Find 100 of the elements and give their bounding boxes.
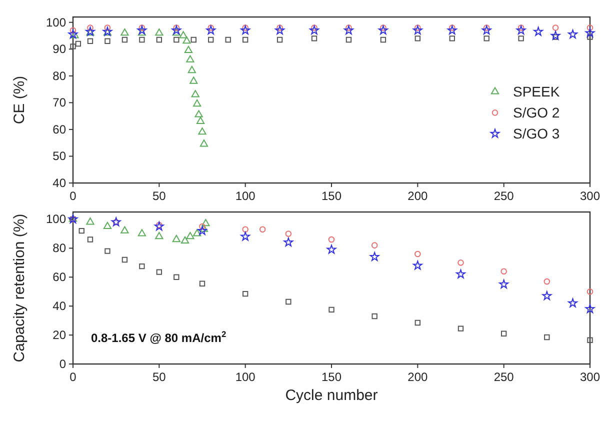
point bbox=[482, 25, 492, 34]
y-tick-label: 0 bbox=[59, 357, 66, 371]
point bbox=[544, 278, 550, 285]
y-tick-label: 60 bbox=[52, 270, 66, 284]
x-tick-label: 100 bbox=[235, 189, 256, 203]
x-tick-label: 100 bbox=[235, 370, 256, 384]
point bbox=[286, 298, 292, 305]
point bbox=[240, 25, 250, 34]
point bbox=[225, 36, 231, 43]
point bbox=[193, 99, 202, 107]
point bbox=[193, 229, 202, 236]
point bbox=[139, 36, 145, 43]
point bbox=[191, 90, 200, 98]
point bbox=[104, 38, 110, 44]
point bbox=[587, 34, 593, 40]
point bbox=[199, 223, 206, 230]
x-tick-label: 300 bbox=[580, 189, 600, 203]
point bbox=[156, 269, 162, 275]
point bbox=[174, 274, 180, 280]
point bbox=[190, 36, 196, 43]
point bbox=[344, 25, 354, 34]
x-tick-label: 50 bbox=[152, 370, 166, 384]
point bbox=[328, 236, 335, 243]
x-tick-label: 50 bbox=[152, 189, 166, 203]
point bbox=[70, 44, 76, 50]
y-tick-label: 40 bbox=[52, 176, 66, 190]
point bbox=[414, 250, 421, 258]
point bbox=[155, 28, 164, 36]
point bbox=[500, 330, 507, 336]
point bbox=[586, 288, 594, 295]
point bbox=[276, 36, 283, 43]
point bbox=[154, 222, 164, 231]
x-tick-label: 250 bbox=[494, 189, 514, 203]
point bbox=[196, 116, 205, 124]
point bbox=[484, 36, 490, 42]
point bbox=[550, 30, 560, 40]
point bbox=[458, 326, 464, 332]
point bbox=[414, 320, 421, 326]
point bbox=[87, 24, 94, 31]
point bbox=[534, 26, 544, 36]
point bbox=[179, 31, 188, 38]
point bbox=[500, 268, 507, 274]
point bbox=[186, 55, 194, 62]
point bbox=[156, 36, 162, 43]
point bbox=[285, 230, 292, 237]
point bbox=[174, 36, 180, 43]
point bbox=[370, 252, 380, 261]
point bbox=[585, 28, 595, 38]
x-tick-label: 250 bbox=[494, 370, 514, 384]
x-tick-label: 200 bbox=[408, 370, 428, 384]
x-tick-label: 150 bbox=[321, 370, 342, 384]
point bbox=[499, 279, 509, 288]
point bbox=[275, 25, 285, 34]
point bbox=[180, 236, 190, 244]
point bbox=[585, 304, 595, 314]
point bbox=[346, 36, 352, 43]
point bbox=[202, 218, 210, 226]
y-tick-label: 80 bbox=[52, 68, 66, 83]
point bbox=[518, 36, 524, 42]
point bbox=[242, 290, 248, 297]
point bbox=[155, 232, 164, 240]
point bbox=[414, 36, 421, 42]
point bbox=[542, 291, 552, 300]
y-tick-label: 20 bbox=[52, 328, 66, 342]
x-tick-label: 150 bbox=[321, 189, 342, 203]
point bbox=[284, 237, 294, 246]
point bbox=[449, 36, 455, 42]
point bbox=[137, 25, 147, 34]
x-axis-title: Cycle number bbox=[285, 387, 378, 404]
y-tick-label: 100 bbox=[46, 212, 66, 226]
legend-label: S/GO 3 bbox=[513, 126, 560, 142]
point bbox=[78, 228, 84, 234]
point bbox=[242, 226, 248, 233]
x-tick-label: 300 bbox=[580, 370, 600, 384]
point bbox=[186, 232, 194, 240]
point bbox=[104, 248, 110, 254]
y-tick-label: 40 bbox=[52, 299, 66, 314]
point bbox=[568, 29, 578, 38]
y-tick-label: 100 bbox=[46, 15, 66, 30]
point bbox=[544, 334, 550, 340]
point bbox=[310, 25, 319, 34]
point bbox=[139, 263, 145, 270]
point bbox=[242, 36, 248, 43]
y-tick-label: 90 bbox=[52, 42, 66, 56]
y-axis-title: CE (%) bbox=[11, 76, 28, 124]
point bbox=[120, 28, 129, 36]
point bbox=[87, 236, 94, 242]
point bbox=[208, 36, 214, 43]
point bbox=[380, 36, 386, 43]
point bbox=[326, 244, 336, 254]
point bbox=[587, 337, 593, 343]
x-tick-label: 0 bbox=[70, 189, 77, 203]
point bbox=[138, 229, 146, 236]
point bbox=[568, 298, 578, 308]
point bbox=[240, 232, 250, 241]
point bbox=[586, 24, 594, 31]
point bbox=[75, 40, 82, 47]
legend-label: SPEEK bbox=[513, 84, 560, 100]
y-axis-title: Capacity retention (%) bbox=[11, 214, 28, 362]
point bbox=[122, 256, 128, 263]
